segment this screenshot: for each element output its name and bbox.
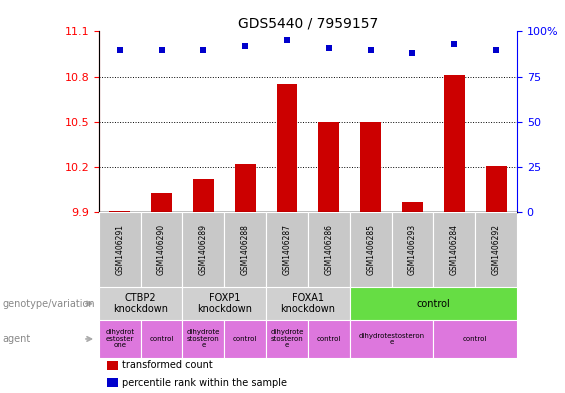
Bar: [350, 320, 433, 358]
Text: GSM1406286: GSM1406286: [324, 224, 333, 275]
Bar: [266, 212, 308, 287]
Bar: [392, 212, 433, 287]
Bar: [107, 361, 118, 370]
Text: GSM1406284: GSM1406284: [450, 224, 459, 275]
Point: [324, 44, 333, 51]
Point: [282, 37, 292, 44]
Bar: [319, 122, 339, 212]
Text: GSM1406293: GSM1406293: [408, 224, 417, 275]
Bar: [308, 320, 350, 358]
Bar: [444, 75, 464, 212]
Text: control: control: [316, 336, 341, 342]
Bar: [182, 212, 224, 287]
Bar: [235, 164, 255, 212]
Text: GSM1406288: GSM1406288: [241, 224, 250, 275]
Bar: [182, 320, 224, 358]
Text: CTBP2
knockdown: CTBP2 knockdown: [113, 293, 168, 314]
Bar: [110, 211, 131, 212]
Bar: [433, 320, 517, 358]
Title: GDS5440 / 7959157: GDS5440 / 7959157: [238, 16, 378, 30]
Text: control: control: [463, 336, 488, 342]
Text: GSM1406285: GSM1406285: [366, 224, 375, 275]
Bar: [182, 287, 266, 320]
Bar: [266, 320, 308, 358]
Point: [450, 41, 459, 47]
Text: control: control: [233, 336, 258, 342]
Point: [199, 46, 208, 53]
Text: control: control: [416, 299, 450, 309]
Text: agent: agent: [3, 334, 31, 344]
Text: genotype/variation: genotype/variation: [3, 299, 95, 309]
Bar: [433, 212, 475, 287]
Bar: [277, 84, 297, 212]
Text: GSM1406291: GSM1406291: [115, 224, 124, 275]
Bar: [151, 193, 172, 212]
Bar: [350, 212, 392, 287]
Bar: [224, 320, 266, 358]
Text: FOXP1
knockdown: FOXP1 knockdown: [197, 293, 252, 314]
Bar: [141, 320, 182, 358]
Bar: [350, 287, 517, 320]
Text: dihydrote
stosteron
e: dihydrote stosteron e: [186, 329, 220, 349]
Text: GSM1406290: GSM1406290: [157, 224, 166, 275]
Text: GSM1406289: GSM1406289: [199, 224, 208, 275]
Bar: [193, 179, 214, 212]
Bar: [486, 165, 507, 212]
Point: [241, 43, 250, 49]
Bar: [266, 287, 350, 320]
Bar: [224, 212, 266, 287]
Bar: [141, 212, 182, 287]
Point: [157, 46, 166, 53]
Point: [408, 50, 417, 56]
Text: GSM1406292: GSM1406292: [492, 224, 501, 275]
Text: transformed count: transformed count: [122, 360, 212, 371]
Text: FOXA1
knockdown: FOXA1 knockdown: [280, 293, 336, 314]
Text: dihydrot
estoster
one: dihydrot estoster one: [105, 329, 134, 349]
Bar: [99, 212, 141, 287]
Text: percentile rank within the sample: percentile rank within the sample: [122, 378, 287, 388]
Bar: [107, 378, 118, 387]
Bar: [360, 122, 381, 212]
Point: [492, 46, 501, 53]
Text: GSM1406287: GSM1406287: [282, 224, 292, 275]
Text: control: control: [149, 336, 174, 342]
Text: dihydrotestosteron
e: dihydrotestosteron e: [358, 333, 425, 345]
Bar: [402, 202, 423, 212]
Bar: [99, 287, 182, 320]
Bar: [99, 320, 141, 358]
Point: [115, 46, 124, 53]
Point: [366, 46, 375, 53]
Bar: [308, 212, 350, 287]
Text: dihydrote
stosteron
e: dihydrote stosteron e: [270, 329, 304, 349]
Bar: [475, 212, 517, 287]
